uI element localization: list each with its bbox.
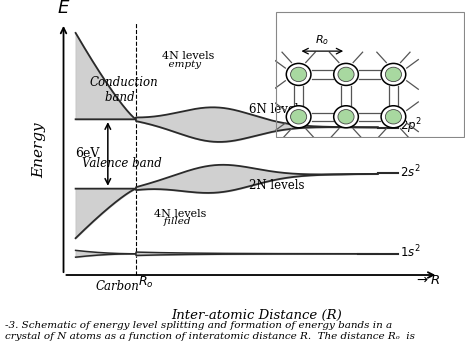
Text: empty: empty bbox=[162, 60, 201, 69]
Text: $R_o$: $R_o$ bbox=[315, 33, 329, 47]
Circle shape bbox=[385, 110, 401, 124]
Text: 6eV: 6eV bbox=[75, 147, 100, 160]
Text: 2N levels: 2N levels bbox=[249, 179, 304, 192]
Text: $2p^2$: $2p^2$ bbox=[400, 117, 422, 136]
Circle shape bbox=[286, 64, 311, 85]
Circle shape bbox=[334, 106, 358, 128]
Text: 6N levels: 6N levels bbox=[249, 103, 304, 116]
Circle shape bbox=[381, 106, 406, 128]
Circle shape bbox=[286, 106, 311, 128]
Circle shape bbox=[334, 64, 358, 85]
Text: $\rightarrow R$: $\rightarrow R$ bbox=[414, 274, 440, 287]
Text: $1s^2$: $1s^2$ bbox=[400, 244, 420, 261]
Text: $2s^2$: $2s^2$ bbox=[400, 163, 420, 180]
Text: filled: filled bbox=[154, 217, 191, 226]
Circle shape bbox=[338, 67, 354, 82]
Text: $R_o$: $R_o$ bbox=[138, 274, 154, 290]
Circle shape bbox=[291, 110, 307, 124]
Circle shape bbox=[291, 67, 307, 82]
Text: Carbon: Carbon bbox=[96, 280, 140, 293]
Text: Inter-atomic Distance (R): Inter-atomic Distance (R) bbox=[172, 309, 342, 322]
Text: Conduction
    band: Conduction band bbox=[90, 76, 158, 103]
Circle shape bbox=[338, 110, 354, 124]
Text: $E$: $E$ bbox=[57, 0, 70, 17]
Text: Valence band: Valence band bbox=[82, 157, 161, 170]
Circle shape bbox=[381, 64, 406, 85]
Text: 4N levels: 4N levels bbox=[154, 209, 207, 219]
Text: -3. Schematic of energy level splitting and formation of energy bands in a
cryst: -3. Schematic of energy level splitting … bbox=[5, 321, 415, 340]
Circle shape bbox=[385, 67, 401, 82]
Text: 4N levels: 4N levels bbox=[162, 50, 215, 61]
Text: Energy: Energy bbox=[32, 123, 46, 178]
